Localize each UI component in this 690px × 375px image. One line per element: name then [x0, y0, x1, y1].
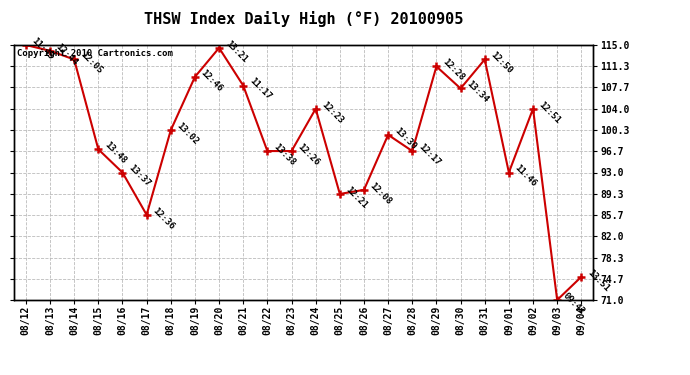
Text: 13:02: 13:02: [175, 121, 200, 146]
Text: 13:48: 13:48: [103, 140, 128, 165]
Text: 12:46: 12:46: [199, 68, 224, 93]
Text: 12:50: 12:50: [489, 50, 514, 76]
Text: 13:34: 13:34: [465, 80, 490, 105]
Text: 12:05: 12:05: [79, 50, 103, 76]
Text: 13:51: 13:51: [586, 268, 611, 293]
Text: 12:51: 12:51: [538, 100, 562, 125]
Text: 09:42: 09:42: [562, 291, 586, 316]
Text: 13:21: 13:21: [224, 39, 248, 64]
Text: 11:46: 11:46: [513, 164, 538, 189]
Text: 12:28: 12:28: [441, 57, 466, 82]
Text: 12:08: 12:08: [368, 181, 393, 206]
Text: THSW Index Daily High (°F) 20100905: THSW Index Daily High (°F) 20100905: [144, 11, 463, 27]
Text: 11:17: 11:17: [248, 76, 273, 102]
Text: 12:23: 12:23: [320, 100, 345, 125]
Text: 13:38: 13:38: [272, 142, 297, 167]
Text: Copyright 2010 Cartronics.com: Copyright 2010 Cartronics.com: [17, 49, 172, 58]
Text: 12:21: 12:21: [344, 185, 369, 210]
Text: 12:36: 12:36: [151, 206, 176, 231]
Text: 12:17: 12:17: [417, 142, 442, 167]
Text: 12:44: 12:44: [55, 42, 79, 67]
Text: 11:45: 11:45: [30, 36, 55, 61]
Text: 12:26: 12:26: [296, 142, 321, 167]
Text: 13:37: 13:37: [127, 164, 152, 189]
Text: 13:30: 13:30: [393, 126, 417, 151]
